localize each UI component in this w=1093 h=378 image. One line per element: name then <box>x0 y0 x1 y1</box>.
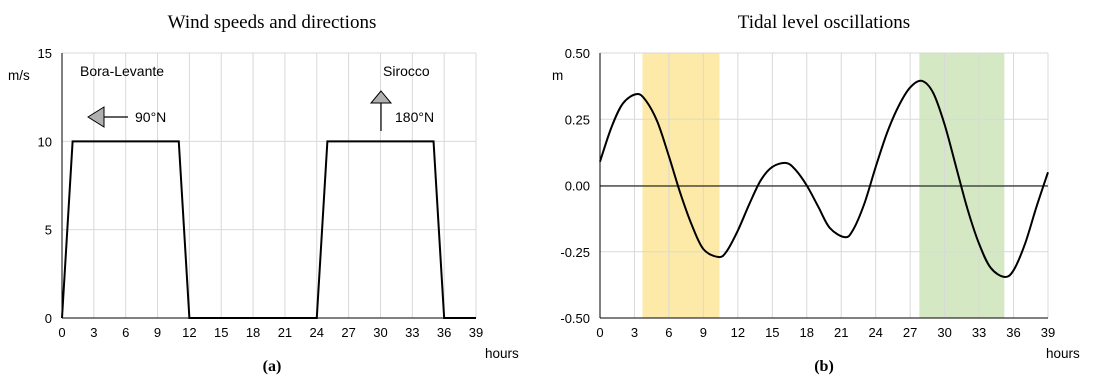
x-tick-label: 18 <box>246 325 260 340</box>
x-tick-label: 24 <box>868 325 882 340</box>
left-arrow-icon <box>87 106 105 128</box>
y-tick-label: -0.25 <box>560 245 590 260</box>
x-tick-labels: 0 3 6 9 12 15 18 21 24 27 30 33 36 39 <box>596 325 1055 340</box>
x-tick-label: 3 <box>90 325 97 340</box>
x-tick-label: 27 <box>903 325 917 340</box>
x-tick-label: 27 <box>341 325 355 340</box>
y-tick-label: 15 <box>38 46 52 61</box>
x-tick-labels: 0 3 6 9 12 15 18 21 24 27 30 33 36 39 <box>58 325 483 340</box>
x-tick-label: 36 <box>1006 325 1020 340</box>
sirocco-label: Sirocco <box>383 63 430 79</box>
x-tick-label: 21 <box>834 325 848 340</box>
bora-levante-label: Bora-Levante <box>80 63 164 79</box>
x-tick-label: 30 <box>373 325 387 340</box>
tidal-chart: Tidal level oscillations -0.50 -0.25 0.00 0… <box>552 12 1080 375</box>
x-tick-label: 6 <box>122 325 129 340</box>
x-tick-label: 18 <box>800 325 814 340</box>
series-line <box>599 79 1049 278</box>
x-tick-label: 9 <box>700 325 707 340</box>
y-tick-label: 0.25 <box>565 112 590 127</box>
x-tick-label: 15 <box>765 325 779 340</box>
x-tick-label: 30 <box>937 325 951 340</box>
y-axis-label: m <box>552 68 563 83</box>
y-tick-label: 0 <box>45 311 52 326</box>
bora-levante-direction: 90°N <box>135 109 166 125</box>
x-tick-label: 39 <box>469 325 483 340</box>
y-tick-labels: -0.50 -0.25 0.00 0.25 0.50 <box>560 46 590 326</box>
x-tick-label: 39 <box>1041 325 1055 340</box>
x-tick-label: 12 <box>731 325 745 340</box>
x-tick-label: 33 <box>405 325 419 340</box>
x-tick-label: 24 <box>310 325 324 340</box>
up-arrow-icon <box>369 90 393 104</box>
y-tick-label: -0.50 <box>560 311 590 326</box>
panel-label: (b) <box>814 358 834 375</box>
grid <box>62 52 477 318</box>
y-tick-label: 0.00 <box>565 179 590 194</box>
x-tick-label: 9 <box>154 325 161 340</box>
x-tick-label: 6 <box>665 325 672 340</box>
y-axis-label: m/s <box>8 68 30 83</box>
x-axis-label: hours <box>485 346 519 361</box>
x-axis-label: hours <box>1046 346 1080 361</box>
x-tick-label: 3 <box>631 325 638 340</box>
panel-label: (a) <box>263 358 282 375</box>
x-tick-label: 15 <box>214 325 228 340</box>
chart-title: Wind speeds and directions <box>168 12 377 33</box>
x-tick-label: 0 <box>58 325 65 340</box>
x-tick-label: 21 <box>278 325 292 340</box>
x-tick-label: 12 <box>182 325 196 340</box>
y-tick-label: 0.50 <box>565 46 590 61</box>
x-tick-label: 0 <box>596 325 603 340</box>
sirocco-direction: 180°N <box>395 109 434 125</box>
chart-title: Tidal level oscillations <box>738 12 910 33</box>
series-group <box>599 79 1049 278</box>
x-tick-label: 33 <box>972 325 986 340</box>
y-tick-label: 10 <box>38 134 52 149</box>
y-tick-label: 5 <box>45 223 52 238</box>
x-tick-label: 36 <box>437 325 451 340</box>
y-tick-labels: 0 5 10 15 <box>38 46 52 326</box>
